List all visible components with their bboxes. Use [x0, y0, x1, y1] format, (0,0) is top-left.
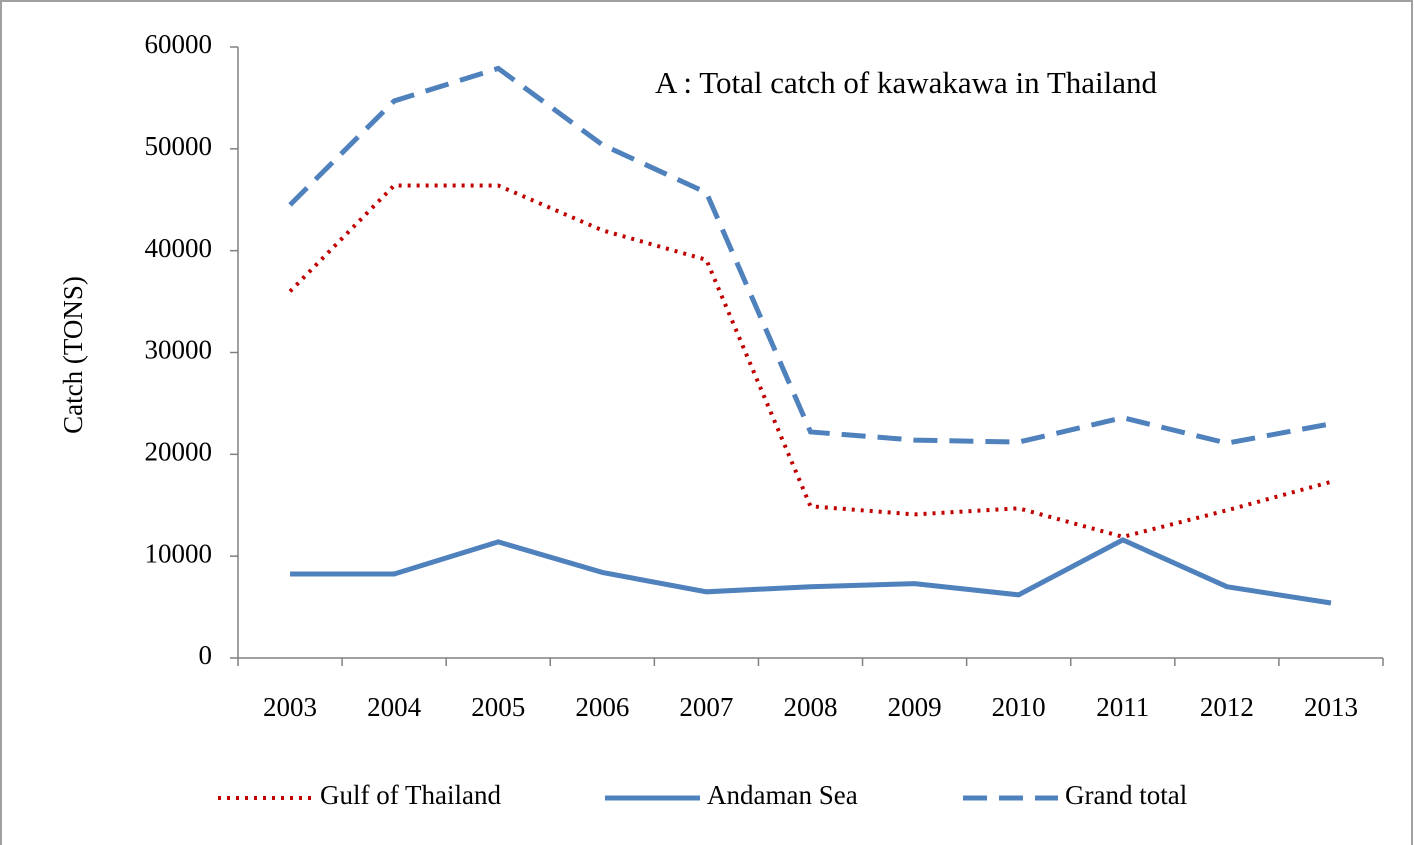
y-tick-label: 60000	[145, 29, 213, 59]
chart-title: A : Total catch of kawakawa in Thailand	[655, 65, 1157, 100]
line-series	[288, 183, 1332, 539]
y-tick-label: 40000	[145, 233, 213, 263]
y-tick-label: 10000	[145, 538, 213, 568]
y-tick-label: 0	[199, 640, 213, 670]
y-tick-label: 30000	[145, 335, 213, 365]
x-tick-label: 2013	[1304, 692, 1358, 722]
x-tick-label: 2012	[1200, 692, 1254, 722]
x-tick-label: 2005	[471, 692, 525, 722]
legend-label: Andaman Sea	[707, 780, 858, 810]
legend-label: Gulf of Thailand	[320, 780, 501, 810]
line-series	[288, 65, 1332, 446]
x-tick-label: 2010	[992, 692, 1046, 722]
legend-label: Grand total	[1065, 780, 1187, 810]
y-axis-label: Catch (TONS)	[58, 276, 88, 434]
x-tick-label: 2004	[367, 692, 422, 722]
line-series	[290, 537, 1332, 606]
x-tick-label: 2011	[1096, 692, 1149, 722]
y-tick-label: 50000	[145, 131, 213, 161]
x-tick-label: 2006	[575, 692, 629, 722]
x-tick-label: 2008	[784, 692, 838, 722]
y-tick-label: 20000	[145, 437, 213, 467]
x-tick-label: 2003	[263, 692, 317, 722]
x-tick-label: 2007	[679, 692, 733, 722]
x-tick-label: 2009	[888, 692, 942, 722]
